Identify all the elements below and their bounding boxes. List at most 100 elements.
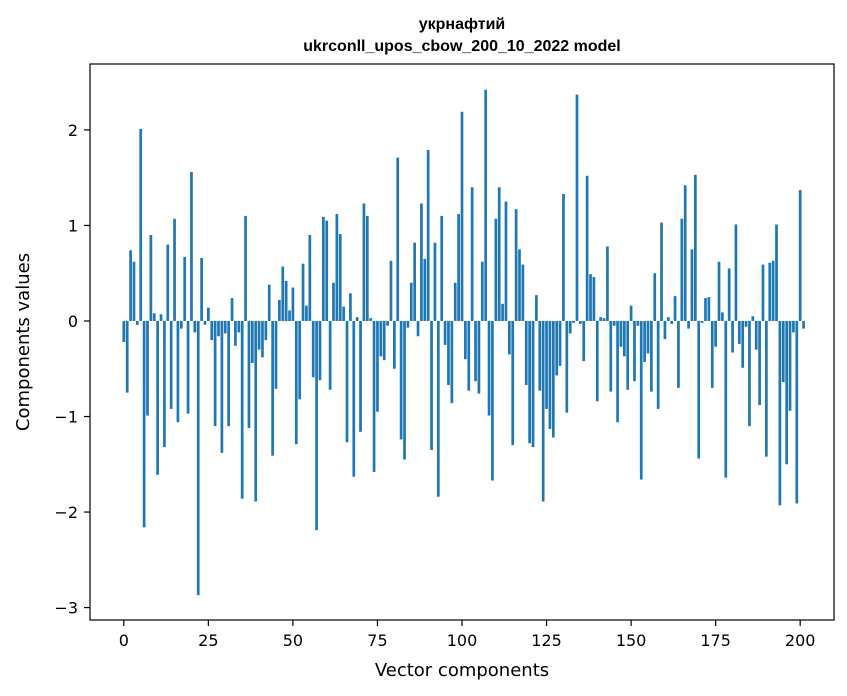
bar <box>352 320 356 477</box>
bar <box>775 224 778 321</box>
bar <box>633 320 636 382</box>
bar <box>413 242 417 321</box>
bar <box>673 296 677 321</box>
bar <box>298 320 302 400</box>
bar <box>213 320 217 427</box>
bar <box>646 320 650 354</box>
bars-group <box>122 89 805 596</box>
bar <box>609 320 613 392</box>
bar <box>629 305 633 321</box>
bar <box>788 320 792 411</box>
bar <box>247 320 251 428</box>
bar <box>169 320 173 409</box>
bar <box>619 320 623 347</box>
bar <box>693 174 697 321</box>
bar <box>548 320 552 429</box>
bar <box>200 257 203 321</box>
x-tick-label: 125 <box>531 631 562 650</box>
bar <box>254 320 258 502</box>
bar <box>683 185 687 321</box>
bar <box>156 320 159 475</box>
bar <box>754 320 758 350</box>
bar <box>308 235 312 321</box>
bar <box>653 273 657 321</box>
bar <box>406 320 410 328</box>
bar <box>792 320 795 333</box>
bar <box>710 320 714 388</box>
bar <box>176 320 180 423</box>
bar <box>514 209 518 321</box>
bar <box>785 320 789 465</box>
bar <box>460 111 464 321</box>
bar <box>464 320 467 360</box>
bar <box>362 203 366 321</box>
bar <box>484 89 488 321</box>
y-tick-label: 2 <box>68 121 78 140</box>
bar <box>670 320 674 324</box>
bar <box>700 320 704 323</box>
bar <box>555 320 559 376</box>
bar <box>474 320 477 382</box>
bar <box>734 224 738 321</box>
bar <box>321 216 325 321</box>
bar <box>531 320 535 448</box>
bar <box>758 320 761 406</box>
bar <box>349 293 352 321</box>
bar <box>166 244 170 321</box>
bar <box>599 317 603 321</box>
y-tick-label: −1 <box>54 408 78 427</box>
bar <box>579 320 582 324</box>
bar <box>409 282 413 321</box>
bar <box>420 203 423 321</box>
bar <box>541 320 545 502</box>
bar <box>721 312 724 321</box>
bar <box>345 320 349 443</box>
bar <box>325 220 329 321</box>
bar <box>727 268 731 321</box>
bar <box>436 320 440 497</box>
bar <box>149 235 153 321</box>
bar <box>382 320 386 361</box>
bar <box>511 320 515 446</box>
bar <box>227 320 231 427</box>
bar <box>207 307 210 321</box>
bar <box>765 320 768 457</box>
bar <box>379 320 383 357</box>
bar <box>575 94 579 321</box>
x-tick-label: 200 <box>785 631 816 650</box>
bar <box>193 320 197 333</box>
bar <box>217 320 220 337</box>
bar <box>305 305 308 321</box>
bar <box>802 320 805 329</box>
bar <box>562 193 565 321</box>
bar <box>230 298 234 321</box>
bar <box>190 171 193 321</box>
bar <box>278 299 281 321</box>
bar <box>714 320 717 347</box>
bar <box>203 320 207 325</box>
bar <box>338 234 342 321</box>
bar <box>602 318 606 321</box>
bar <box>507 320 511 355</box>
bar <box>798 190 802 321</box>
bar <box>129 250 132 321</box>
bar <box>518 249 521 321</box>
bar <box>332 282 335 321</box>
bar <box>717 261 721 321</box>
bar <box>595 320 599 402</box>
bar <box>744 320 748 327</box>
x-tick-label: 150 <box>616 631 647 650</box>
bar <box>737 320 741 344</box>
y-tick-label: 0 <box>68 312 78 331</box>
bar <box>240 320 244 499</box>
bar <box>372 320 376 472</box>
bar <box>501 303 504 321</box>
bar <box>440 215 444 321</box>
bar <box>318 320 322 381</box>
bar <box>223 320 227 334</box>
bar <box>589 274 592 321</box>
y-axis: −3 −2 −1 0 1 2 <box>54 121 90 618</box>
bar <box>450 320 454 404</box>
bar <box>261 320 264 358</box>
bar <box>355 317 359 321</box>
